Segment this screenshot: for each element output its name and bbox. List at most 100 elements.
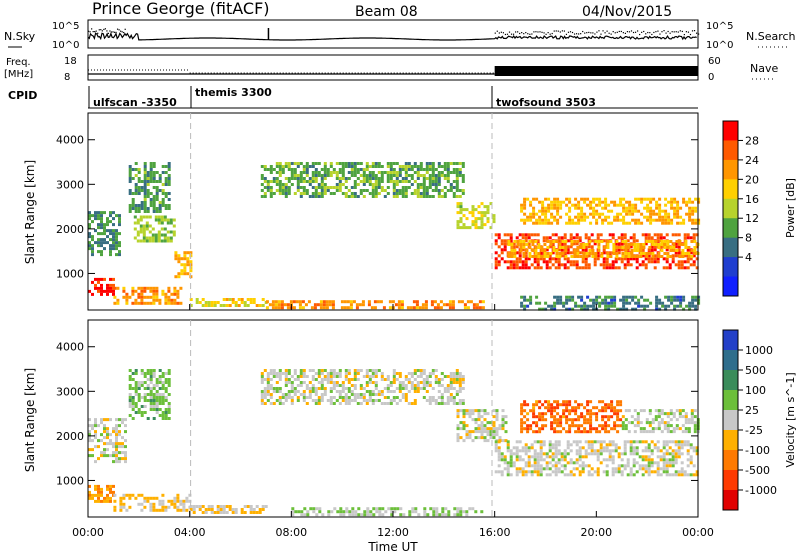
velocity-cell [158,502,162,506]
power-cell [109,286,112,290]
power-cell [562,301,566,305]
power-cell [149,201,153,204]
power-cell [625,200,629,204]
power-cell [152,286,156,290]
power-cell [507,255,511,258]
nsearch-dot [100,29,102,31]
power-cell [131,168,135,171]
velocity-cell [681,409,685,413]
velocity-cell [425,378,429,381]
power-cell [425,177,429,180]
power-cell [452,171,456,174]
power-cell [542,260,546,264]
velocity-cell [306,510,310,514]
velocity-cell [348,513,352,517]
velocity-heatmap-cells [88,369,700,517]
velocity-cell [425,375,429,378]
velocity-cell [650,464,654,468]
velocity-cell [695,473,699,477]
power-cell [588,252,592,255]
power-cell [112,277,115,281]
velocity-cell [563,452,567,456]
velocity-cell [486,430,490,434]
velocity-cell [103,427,106,431]
power-cell [395,162,399,165]
power-cell [440,165,444,168]
power-cell [548,245,552,249]
power-cell [595,295,599,299]
power-cell [323,162,327,165]
velocity-cell [602,440,606,444]
velocity-cell [302,390,306,393]
power-cell [421,303,425,307]
velocity-cell [368,375,372,378]
velocity-cell [345,507,349,511]
power-cell [100,214,103,218]
velocity-cell [557,449,561,453]
velocity-cell [314,393,318,396]
power-cell [103,211,106,215]
velocity-cell [536,440,540,444]
power-cell [386,165,390,168]
power-cell [619,218,623,222]
power-cell [371,192,375,195]
power-cell [579,246,583,249]
velocity-cell [302,372,306,375]
velocity-cell [659,449,663,453]
power-cell [362,174,366,177]
velocity-cell [674,470,678,474]
nsearch-dot [567,31,570,33]
velocity-cell [587,446,591,450]
power-cell [471,208,475,212]
velocity-cell [335,384,339,387]
power-cell [588,249,592,252]
velocity-cell [647,458,651,462]
velocity-cell [566,473,570,477]
velocity-cell [261,505,265,508]
nsearch-dot [667,30,669,33]
velocity-cell [654,418,658,422]
power-cell [145,215,149,219]
velocity-cell [541,415,545,419]
velocity-cell [455,378,459,381]
velocity-cell [641,458,645,462]
power-cell [520,218,524,222]
velocity-cell [574,424,578,428]
velocity-cell [551,455,555,459]
velocity-cell [453,507,457,511]
power-cell [509,266,513,270]
power-cell [422,174,426,177]
power-cell [442,303,446,307]
power-cell [606,243,610,246]
velocity-cell [586,409,590,413]
power-cell [589,206,593,210]
power-cell [604,203,608,207]
velocity-cell [122,502,126,506]
power-cell [461,189,465,192]
velocity-cell [329,396,333,399]
velocity-cell [293,393,297,396]
power-cell [691,298,695,302]
power-cell [667,200,671,204]
velocity-cell [158,375,162,378]
nsearch-dot [523,33,525,35]
nsky-tick-top: 10^5 [52,21,79,32]
power-cell [521,236,525,240]
power-cell [263,195,267,198]
velocity-cell [143,372,147,375]
power-cell [571,307,575,311]
power-cell [520,209,524,213]
power-cell [404,177,408,180]
velocity-cell [272,369,276,372]
power-cell [548,266,552,270]
power-cell [113,301,117,305]
velocity-cell [407,381,411,384]
xtick-label: 20:00 [580,526,612,539]
velocity-cell [654,415,658,419]
power-cell [134,168,138,171]
velocity-cell [109,418,112,422]
power-cell [575,242,579,246]
velocity-cell [195,505,199,508]
power-cell [521,263,525,267]
nsky-strip-frame [87,19,699,49]
